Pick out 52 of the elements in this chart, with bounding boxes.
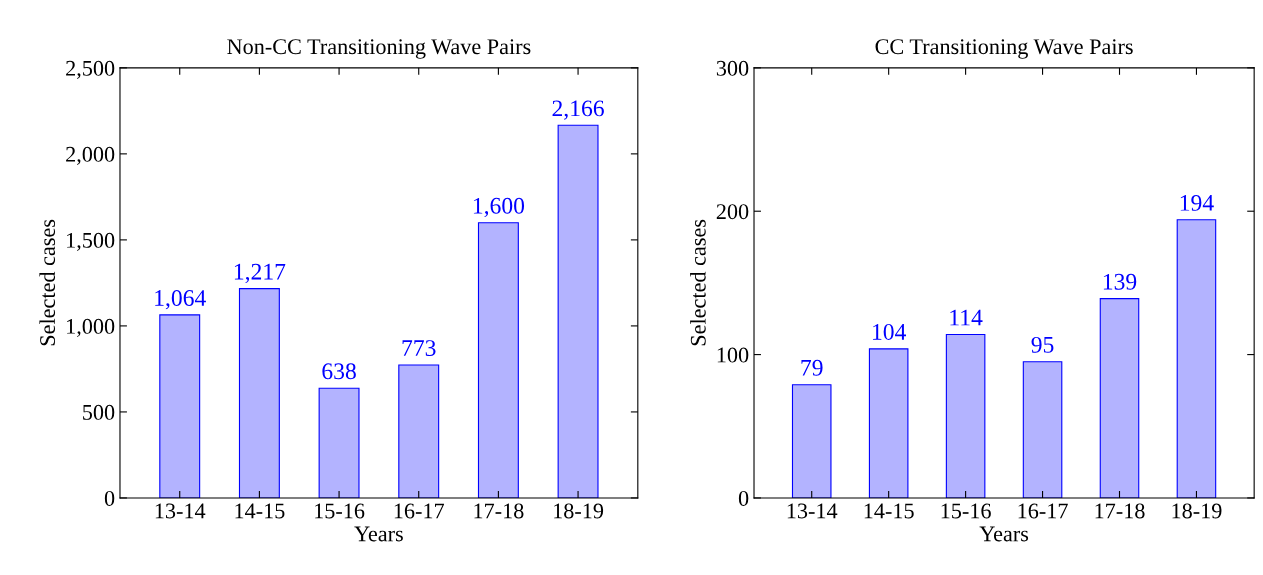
x-tick-label: 18-19 (1172, 503, 1222, 519)
data-label: 79 (801, 359, 823, 376)
x-axis-title: Years (979, 526, 1029, 542)
data-label: 638 (322, 363, 356, 380)
x-tick-label: 15-16 (941, 503, 991, 519)
data-label: 139 (1103, 273, 1137, 290)
bar (791, 384, 832, 498)
y-tick-label: 2,000 (66, 146, 115, 165)
y-axis-title: Selected cases (39, 219, 56, 346)
bar (1176, 219, 1217, 498)
x-tick-label: 17-18 (1095, 503, 1145, 519)
x-tick-label: 14-15 (235, 503, 285, 519)
bar (1099, 298, 1140, 498)
x-axis-title: Years (354, 526, 403, 542)
data-label: 773 (402, 340, 436, 356)
bar (868, 348, 909, 498)
chart-title: Non-CC Transitioning Wave Pairs (227, 39, 531, 59)
data-label: 95 (1031, 336, 1054, 353)
x-tick-label: 13-14 (155, 503, 206, 519)
y-tick-label: 1,000 (67, 318, 115, 338)
x-tick-label: 18-19 (554, 503, 604, 519)
y-axis-title: Selected cases (690, 219, 706, 346)
bar (1022, 361, 1063, 498)
bar (945, 333, 986, 498)
y-tick-label: 100 (717, 347, 749, 363)
y-tick-label: 0 (738, 490, 749, 506)
bar (318, 387, 360, 498)
y-tick-label: 0 (104, 490, 115, 506)
data-label: 2,166 (552, 100, 604, 120)
x-tick-label: 17-18 (474, 503, 524, 519)
x-tick-label: 16-17 (394, 503, 445, 519)
x-tick-label: 14-15 (864, 503, 914, 519)
y-tick-label: 2,500 (66, 60, 115, 79)
bar (477, 222, 519, 498)
data-label: 1,217 (234, 263, 286, 284)
data-label: 1,600 (473, 197, 525, 218)
data-label: 114 (950, 309, 983, 326)
y-tick-label: 1,500 (67, 232, 115, 252)
y-tick-label: 500 (83, 404, 115, 420)
data-label: 194 (1180, 194, 1214, 211)
bar (557, 124, 599, 498)
y-tick-label: 200 (716, 204, 749, 220)
bar (398, 364, 440, 498)
chart-title: CC Transitioning Wave Pairs (875, 39, 1133, 59)
y-tick-label: 300 (716, 60, 749, 76)
data-label: 1,064 (155, 290, 206, 310)
x-tick-label: 16-17 (1018, 503, 1068, 519)
x-tick-label: 13-14 (787, 503, 838, 519)
bar (159, 314, 201, 498)
bar (238, 288, 280, 498)
data-label: 104 (873, 323, 907, 340)
x-tick-label: 15-16 (315, 503, 365, 519)
